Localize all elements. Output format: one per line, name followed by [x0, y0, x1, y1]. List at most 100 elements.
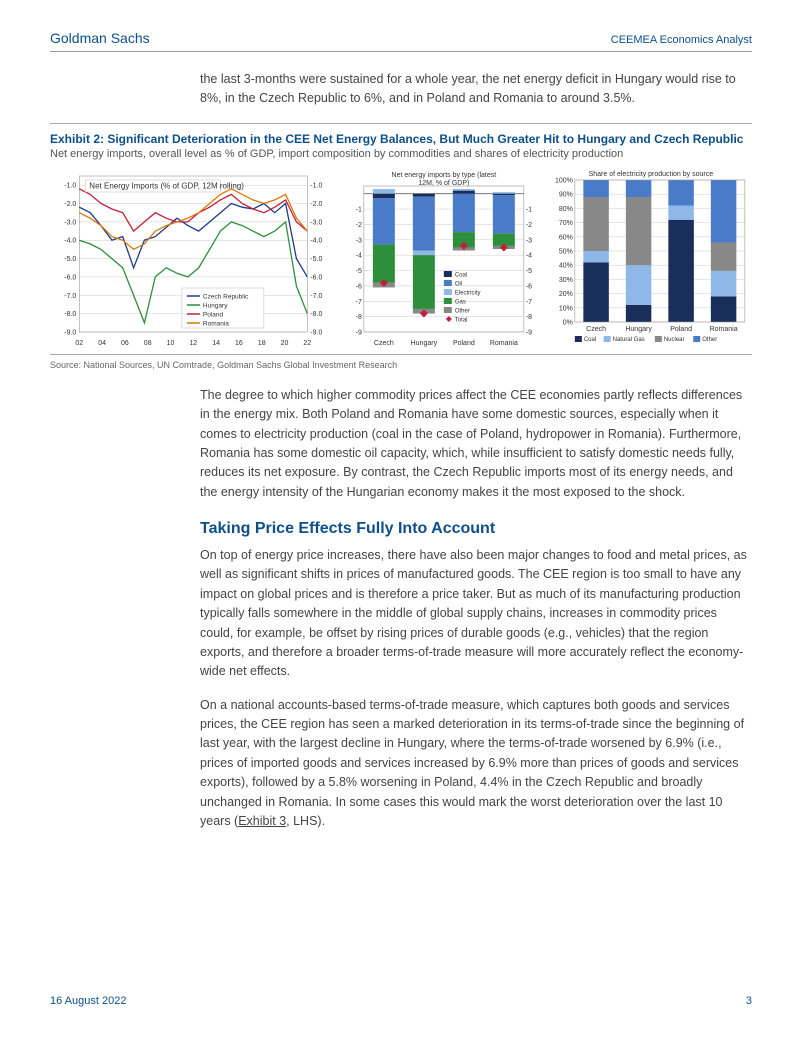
svg-text:Romania: Romania: [489, 340, 517, 347]
svg-text:-2.0: -2.0: [310, 201, 322, 208]
svg-text:20%: 20%: [559, 291, 573, 298]
exhibit-source: Source: National Sources, UN Comtrade, G…: [50, 354, 752, 370]
svg-text:Net energy imports by type (la: Net energy imports by type (latest: [391, 172, 496, 179]
svg-text:-1: -1: [525, 206, 531, 213]
svg-text:02: 02: [75, 340, 83, 347]
svg-text:Czech: Czech: [374, 340, 394, 347]
svg-text:Hungary: Hungary: [410, 340, 437, 347]
charts-row: -1.0-1.0-2.0-2.0-3.0-3.0-4.0-4.0-5.0-5.0…: [50, 168, 752, 348]
exhibit-2: Exhibit 2: Significant Deterioration in …: [50, 123, 752, 348]
svg-text:Czech Republic: Czech Republic: [203, 293, 249, 300]
svg-text:20: 20: [281, 340, 289, 347]
svg-text:Oil: Oil: [454, 281, 461, 287]
svg-text:Gas: Gas: [454, 299, 465, 305]
svg-text:-5.0: -5.0: [64, 256, 76, 263]
svg-text:12: 12: [189, 340, 197, 347]
svg-text:Coal: Coal: [584, 337, 596, 343]
svg-text:-5.0: -5.0: [310, 256, 322, 263]
svg-text:100%: 100%: [555, 177, 573, 184]
intro-paragraph: the last 3-months were sustained for a w…: [200, 70, 752, 109]
paragraph-4: On a national accounts-based terms-of-tr…: [200, 696, 752, 832]
svg-text:Electricity: Electricity: [454, 290, 480, 296]
svg-text:-1.0: -1.0: [64, 182, 76, 189]
svg-text:Hungary: Hungary: [626, 326, 653, 333]
svg-text:Share of electricity productio: Share of electricity production by sourc…: [589, 171, 714, 178]
svg-text:Total: Total: [454, 317, 467, 323]
para4-text-b: , LHS).: [286, 814, 325, 828]
svg-text:Poland: Poland: [670, 326, 692, 333]
svg-text:-1: -1: [355, 206, 361, 213]
svg-text:-3.0: -3.0: [64, 219, 76, 226]
svg-text:08: 08: [144, 340, 152, 347]
paragraph-2: The degree to which higher commodity pri…: [200, 386, 752, 502]
svg-text:Net Energy Imports (% of GDP,: Net Energy Imports (% of GDP, 12M rollin…: [89, 181, 244, 190]
exhibit-3-link[interactable]: Exhibit 3: [238, 814, 286, 828]
svg-text:-4: -4: [525, 252, 531, 259]
exhibit-title: Exhibit 2: Significant Deterioration in …: [50, 132, 752, 146]
svg-text:Nuclear: Nuclear: [664, 337, 685, 343]
svg-text:70%: 70%: [559, 220, 573, 227]
svg-text:-1.0: -1.0: [310, 182, 322, 189]
svg-text:90%: 90%: [559, 191, 573, 198]
page-header: Goldman Sachs CEEMEA Economics Analyst: [50, 30, 752, 52]
svg-text:-9.0: -9.0: [64, 329, 76, 336]
svg-text:-6.0: -6.0: [64, 274, 76, 281]
svg-text:Hungary: Hungary: [203, 302, 228, 309]
report-title: CEEMEA Economics Analyst: [611, 34, 752, 46]
chart-line-net-energy: -1.0-1.0-2.0-2.0-3.0-3.0-4.0-4.0-5.0-5.0…: [50, 168, 337, 348]
exhibit-subtitle: Net energy imports, overall level as % o…: [50, 148, 752, 160]
chart-bar-by-type: Net energy imports by type (latest12M, %…: [343, 168, 545, 348]
svg-text:Romania: Romania: [710, 326, 738, 333]
svg-text:22: 22: [303, 340, 311, 347]
svg-text:-3: -3: [525, 237, 531, 244]
svg-text:-5: -5: [525, 268, 531, 275]
svg-text:Other: Other: [703, 337, 718, 343]
svg-text:-8: -8: [525, 314, 531, 321]
svg-text:-9: -9: [525, 329, 531, 336]
svg-text:-3.0: -3.0: [310, 219, 322, 226]
svg-text:-7: -7: [525, 299, 531, 306]
footer-page: 3: [746, 995, 752, 1007]
svg-text:-8: -8: [355, 314, 361, 321]
svg-text:0%: 0%: [563, 319, 573, 326]
svg-text:Poland: Poland: [453, 340, 475, 347]
svg-text:50%: 50%: [559, 248, 573, 255]
svg-text:18: 18: [258, 340, 266, 347]
svg-text:-7: -7: [355, 299, 361, 306]
svg-text:-6.0: -6.0: [310, 274, 322, 281]
svg-text:40%: 40%: [559, 262, 573, 269]
svg-text:-9.0: -9.0: [310, 329, 322, 336]
svg-text:16: 16: [235, 340, 243, 347]
svg-text:Romania: Romania: [203, 320, 229, 327]
svg-text:30%: 30%: [559, 277, 573, 284]
svg-text:-4.0: -4.0: [310, 237, 322, 244]
svg-text:-7.0: -7.0: [310, 293, 322, 300]
svg-text:-8.0: -8.0: [310, 311, 322, 318]
svg-text:04: 04: [98, 340, 106, 347]
svg-text:Coal: Coal: [454, 272, 466, 278]
svg-text:-6: -6: [355, 283, 361, 290]
svg-text:Czech: Czech: [586, 326, 606, 333]
svg-text:-2.0: -2.0: [64, 201, 76, 208]
svg-text:14: 14: [212, 340, 220, 347]
svg-text:Other: Other: [454, 308, 469, 314]
svg-text:-5: -5: [355, 268, 361, 275]
svg-text:-3: -3: [355, 237, 361, 244]
svg-text:-7.0: -7.0: [64, 293, 76, 300]
svg-text:10: 10: [167, 340, 175, 347]
svg-text:-8.0: -8.0: [64, 311, 76, 318]
footer-date: 16 August 2022: [50, 995, 126, 1007]
svg-text:06: 06: [121, 340, 129, 347]
svg-text:-2: -2: [525, 222, 531, 229]
page-footer: 16 August 2022 3: [50, 995, 752, 1007]
svg-text:80%: 80%: [559, 206, 573, 213]
paragraph-3: On top of energy price increases, there …: [200, 546, 752, 682]
svg-text:-4: -4: [355, 252, 361, 259]
section-heading: Taking Price Effects Fully Into Account: [200, 520, 752, 538]
svg-text:Poland: Poland: [203, 311, 224, 318]
svg-text:Natural Gas: Natural Gas: [613, 337, 645, 343]
svg-text:-2: -2: [355, 222, 361, 229]
chart-bar-elec-share: Share of electricity production by sourc…: [550, 168, 752, 348]
brand-name: Goldman Sachs: [50, 30, 150, 46]
para4-text-a: On a national accounts-based terms-of-tr…: [200, 698, 744, 828]
